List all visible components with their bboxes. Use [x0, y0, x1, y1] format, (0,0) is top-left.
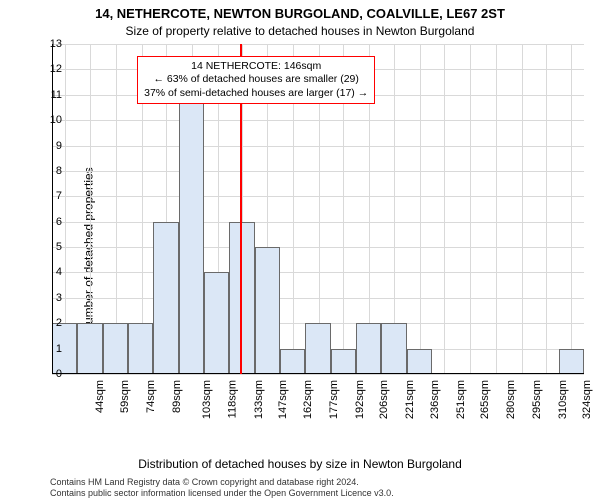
y-tick-label: 10	[42, 114, 62, 126]
x-tick-label: 44sqm	[94, 380, 106, 413]
histogram-bar	[407, 349, 432, 374]
annotation-line-2: ← 63% of detached houses are smaller (29…	[144, 73, 368, 87]
y-tick-label: 2	[42, 317, 62, 329]
histogram-bar	[331, 349, 356, 374]
histogram-bar	[255, 247, 280, 374]
x-tick-label: 310sqm	[557, 380, 569, 419]
y-tick-label: 3	[42, 292, 62, 304]
x-tick-label: 133sqm	[253, 380, 265, 419]
plot-area: 44sqm59sqm74sqm89sqm103sqm118sqm133sqm14…	[52, 44, 584, 374]
histogram-bar	[305, 323, 330, 374]
gridline-v	[444, 44, 445, 374]
y-tick-label: 1	[42, 343, 62, 355]
x-tick-label: 162sqm	[302, 380, 314, 419]
attribution-line-2: Contains public sector information licen…	[50, 488, 590, 499]
histogram-bar	[204, 272, 229, 374]
y-tick-label: 6	[42, 216, 62, 228]
y-tick-label: 12	[42, 63, 62, 75]
histogram-bar	[559, 349, 584, 374]
x-axis-label: Distribution of detached houses by size …	[0, 457, 600, 471]
y-tick-label: 13	[42, 38, 62, 50]
histogram-bar	[229, 222, 254, 374]
chart-container: 14, NETHERCOTE, NEWTON BURGOLAND, COALVI…	[0, 0, 600, 500]
y-tick-label: 7	[42, 190, 62, 202]
x-tick-label: 206sqm	[378, 380, 390, 419]
annotation-box: 14 NETHERCOTE: 146sqm← 63% of detached h…	[137, 56, 375, 105]
gridline-v	[420, 44, 421, 374]
x-tick-label: 147sqm	[277, 380, 289, 419]
x-tick-label: 103sqm	[201, 380, 213, 419]
histogram-bar	[356, 323, 381, 374]
y-tick-label: 4	[42, 266, 62, 278]
histogram-bar	[280, 349, 305, 374]
x-tick-label: 177sqm	[328, 380, 340, 419]
x-tick-label: 192sqm	[354, 380, 366, 419]
x-tick-label: 221sqm	[404, 380, 416, 419]
histogram-bar	[128, 323, 153, 374]
gridline-v	[571, 44, 572, 374]
y-tick-label: 11	[42, 89, 62, 101]
x-axis-line	[52, 373, 584, 374]
x-tick-label: 265sqm	[479, 380, 491, 419]
chart-title-sub: Size of property relative to detached ho…	[0, 24, 600, 38]
y-tick-label: 0	[42, 368, 62, 380]
attribution-text: Contains HM Land Registry data © Crown c…	[50, 477, 590, 499]
gridline-v	[546, 44, 547, 374]
y-tick-label: 9	[42, 140, 62, 152]
x-tick-label: 295sqm	[531, 380, 543, 419]
gridline-h	[52, 374, 584, 375]
gridline-v	[496, 44, 497, 374]
x-tick-label: 280sqm	[505, 380, 517, 419]
annotation-line-3: 37% of semi-detached houses are larger (…	[144, 87, 368, 101]
y-tick-label: 5	[42, 241, 62, 253]
x-tick-label: 59sqm	[119, 380, 131, 413]
x-tick-label: 89sqm	[171, 380, 183, 413]
histogram-bar	[77, 323, 102, 374]
x-tick-label: 236sqm	[430, 380, 442, 419]
gridline-v	[522, 44, 523, 374]
histogram-bar	[381, 323, 406, 374]
x-tick-label: 324sqm	[581, 380, 593, 419]
annotation-line-1: 14 NETHERCOTE: 146sqm	[144, 60, 368, 74]
histogram-bar	[103, 323, 128, 374]
x-tick-label: 118sqm	[226, 380, 238, 418]
chart-title-main: 14, NETHERCOTE, NEWTON BURGOLAND, COALVI…	[0, 6, 600, 21]
histogram-bar	[179, 95, 204, 374]
x-tick-label: 74sqm	[145, 380, 157, 413]
attribution-line-1: Contains HM Land Registry data © Crown c…	[50, 477, 590, 488]
gridline-v	[470, 44, 471, 374]
histogram-bar	[153, 222, 178, 374]
x-tick-label: 251sqm	[455, 380, 467, 419]
y-tick-label: 8	[42, 165, 62, 177]
